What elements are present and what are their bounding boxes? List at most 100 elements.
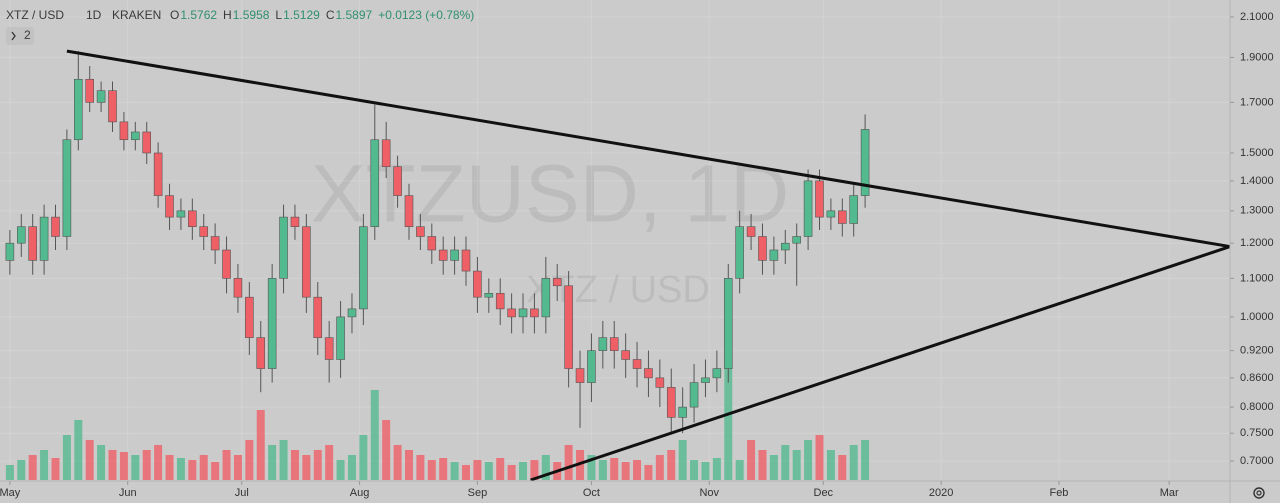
volume-bar [404, 450, 413, 480]
candle-body [267, 278, 277, 369]
candle-body [404, 195, 414, 227]
volume-bar [667, 450, 676, 480]
volume-bar [416, 455, 425, 480]
candle-body [188, 210, 197, 227]
volume-bar [119, 452, 128, 480]
candle-body [245, 296, 254, 338]
y-tick-label: 1.1000 [1240, 272, 1274, 284]
candle-body [108, 90, 117, 123]
candle-body [119, 121, 129, 141]
candle-body [233, 278, 243, 298]
candle-body [324, 337, 334, 360]
candle-body [609, 337, 619, 351]
volume-bar [621, 462, 630, 480]
candle-body [712, 368, 722, 379]
volume-bar [302, 455, 311, 480]
candle-body [85, 78, 94, 103]
volume-bar [644, 465, 653, 480]
candle-body [530, 308, 539, 318]
volume-bar [849, 445, 858, 480]
volume-bar [51, 458, 60, 480]
exchange: KRAKEN [112, 8, 161, 22]
volume-bar [792, 450, 801, 480]
candle-body [838, 210, 847, 224]
volume-bar [861, 440, 870, 480]
volume-bar [279, 440, 288, 480]
x-tick-label: Jul [235, 487, 249, 499]
candle-body [427, 236, 437, 251]
candle-body [39, 216, 49, 261]
candle-body [473, 270, 482, 298]
indicators-toggle[interactable] [6, 27, 34, 45]
y-tick-label: 1.3000 [1240, 205, 1274, 217]
volume-bar [382, 420, 391, 480]
y-tick-label: 0.8000 [1240, 401, 1274, 413]
candle-body [541, 278, 551, 318]
candle-body [28, 226, 37, 261]
candle-body [16, 226, 26, 244]
candle-body [176, 210, 186, 218]
y-tick-label: 1.0000 [1240, 311, 1274, 323]
indicators-count: 2 [24, 28, 31, 42]
candle-body [416, 226, 425, 237]
volume-bar [690, 460, 699, 480]
candle-body [735, 226, 744, 279]
x-tick-label: 2020 [929, 487, 953, 499]
x-tick-label: Oct [583, 487, 600, 499]
trendline [66, 49, 1231, 249]
candle-body [302, 226, 311, 298]
x-tick-label: Sep [468, 487, 488, 499]
symbol: XTZ / USD [6, 8, 64, 22]
volume-bar [62, 435, 71, 480]
watermark: XTZUSD, 1D [311, 149, 789, 240]
candle-body [575, 368, 585, 383]
ohlc-value: 1.5897 [335, 8, 372, 22]
y-tick-label: 0.7000 [1240, 455, 1274, 467]
candle-body [96, 90, 106, 103]
candle-body [222, 249, 231, 279]
candle-body [849, 195, 858, 224]
candle-body [51, 216, 60, 237]
candle-body [370, 139, 380, 227]
y-tick-label: 1.5000 [1240, 147, 1274, 159]
y-tick-label: 0.8600 [1240, 372, 1274, 384]
ohlc-label: H [223, 8, 232, 22]
volume-bar [655, 455, 664, 480]
chevron-icon [11, 31, 16, 41]
candle-body [621, 350, 630, 360]
volume-bar [598, 460, 607, 480]
volume-bar [370, 390, 379, 480]
candle-body [347, 308, 357, 318]
candle-body [5, 242, 15, 261]
settings-icon[interactable] [1253, 487, 1265, 499]
candle-body [598, 337, 608, 351]
y-tick-label: 1.2000 [1240, 237, 1274, 249]
candle-body [564, 285, 573, 369]
candle-body [723, 278, 733, 369]
volume-bar [610, 458, 619, 480]
candle-body [290, 216, 300, 227]
candle-body [359, 226, 368, 310]
volume-bar [564, 445, 573, 480]
volume-bar [142, 450, 151, 480]
candle-body [678, 406, 687, 418]
candle-body [518, 308, 528, 318]
candle-body [792, 236, 801, 244]
gear-hub [1256, 490, 1262, 496]
volume-bar [268, 445, 277, 480]
candle-body [689, 382, 699, 408]
volume-bar [176, 458, 185, 480]
y-tick-label: 0.9200 [1240, 345, 1274, 357]
volume-bar [290, 450, 299, 480]
candle-body [495, 293, 505, 310]
candle-body [256, 337, 266, 369]
volume-bar [188, 460, 197, 480]
volume-bar [724, 365, 733, 480]
volume-bar [393, 445, 402, 480]
ohlc-label: O [170, 8, 179, 22]
candle-body [62, 139, 72, 237]
volume-bar [507, 465, 516, 480]
volume-bar [325, 445, 334, 480]
